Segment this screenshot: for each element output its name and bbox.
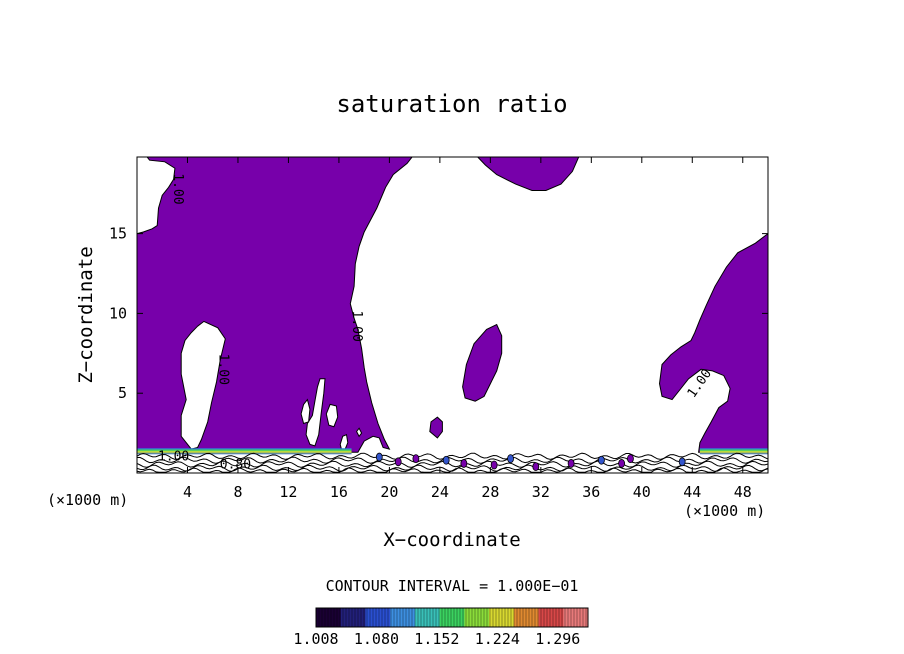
hole-left-hole	[180, 320, 226, 450]
hole-hole-e	[356, 427, 363, 438]
isoline-2	[137, 460, 768, 468]
x-tick-label: 20	[380, 483, 398, 501]
x-tick-label: 8	[233, 483, 242, 501]
colorbar-frame	[315, 607, 589, 628]
surface-isolines	[137, 452, 768, 473]
x-tick-label: 36	[582, 483, 600, 501]
x-tick-label: 40	[633, 483, 651, 501]
colorbar-cell	[538, 608, 564, 627]
x-unit-label-left: (×1000 m)	[47, 491, 128, 509]
x-tick-label: 28	[481, 483, 499, 501]
colorbar-tick-label: 1.224	[475, 630, 520, 648]
x-axis-title: X−coordinate	[383, 529, 520, 551]
plot-frame	[136, 156, 769, 474]
x-tick-label: 16	[330, 483, 348, 501]
contour-label: 1.00	[170, 173, 185, 204]
colorbar-labels: 1.008 1.080 1.152 1.224 1.296	[293, 630, 580, 648]
x-tick-label: 4	[183, 483, 192, 501]
colorbar-cell	[439, 608, 465, 627]
speckle	[678, 457, 686, 467]
colorbar-cell	[489, 608, 515, 627]
y-axis-title: Z−coordinate	[75, 246, 97, 383]
speckle	[375, 452, 383, 462]
colorbar-tick-label: 1.008	[293, 630, 338, 648]
isoline-1	[137, 456, 768, 464]
colorbar: 1.008 1.080 1.152 1.224 1.296	[293, 607, 589, 648]
speckle	[460, 459, 468, 468]
x-tick-label: 12	[279, 483, 297, 501]
hole-hole-b	[300, 398, 311, 425]
colorbar-cell	[414, 608, 441, 627]
contour-label: 0.80	[220, 458, 251, 473]
isoline-3	[137, 464, 768, 472]
subsaturated-holes	[180, 320, 363, 450]
surface-speckles	[375, 452, 686, 472]
speckle	[532, 462, 540, 472]
speckle	[507, 454, 514, 464]
hole-hole-c	[325, 403, 339, 428]
band-layer-0	[137, 448, 352, 455]
plot-area: 1.001.001.00 1.001.000.80	[137, 157, 768, 473]
contour-label: 1.00	[349, 311, 364, 342]
contour-interval-label: CONTOUR INTERVAL = 1.000E−01	[326, 577, 579, 595]
colorbar-cell	[563, 608, 589, 627]
region-right-plume	[658, 232, 768, 453]
y-tick-label: 10	[109, 304, 127, 322]
region-small-blob	[429, 416, 443, 439]
x-tick-label: 32	[532, 483, 550, 501]
y-axis-ticks: 5 10 15	[109, 225, 768, 402]
region-center-blob	[462, 323, 503, 402]
colorbar-cell	[316, 608, 342, 627]
x-tick-label: 24	[431, 483, 449, 501]
contour-label: 1.00	[215, 354, 230, 385]
colorbar-tick-label: 1.296	[535, 630, 580, 648]
colorbar-cell	[390, 608, 416, 627]
colorbar-cell	[464, 608, 490, 627]
speckle	[394, 457, 402, 467]
speckle	[618, 459, 626, 468]
speckle	[598, 455, 605, 465]
speckle	[567, 459, 575, 468]
chart-title: saturation ratio	[336, 90, 567, 118]
isoline-4	[137, 467, 768, 473]
x-tick-label: 44	[683, 483, 701, 501]
x-unit-label-right: (×1000 m)	[684, 502, 765, 520]
colorbar-cells	[315, 608, 589, 627]
contour-label: 1.00	[158, 450, 189, 465]
hole-hole-a	[305, 378, 326, 447]
colorbar-cell	[513, 608, 540, 627]
band-layer-1	[699, 448, 768, 455]
low-level-bands	[137, 448, 768, 455]
contour-labels: 1.001.001.00 1.001.000.80	[158, 173, 715, 472]
colorbar-tick-label: 1.152	[414, 630, 459, 648]
x-axis-ticks: 4 8 12 16 20 24 28 32 36 40 44 48	[183, 157, 752, 501]
speckle	[490, 460, 498, 470]
speckle	[442, 455, 450, 465]
colorbar-cell	[340, 608, 366, 627]
speckle	[627, 454, 634, 464]
colorbar-cell	[365, 608, 391, 627]
y-tick-label: 5	[118, 384, 127, 402]
colorbar-tick-label: 1.080	[354, 630, 399, 648]
x-tick-label: 48	[734, 483, 752, 501]
region-top-blob	[477, 157, 580, 191]
y-tick-label: 15	[109, 225, 127, 243]
speckle	[412, 454, 420, 464]
